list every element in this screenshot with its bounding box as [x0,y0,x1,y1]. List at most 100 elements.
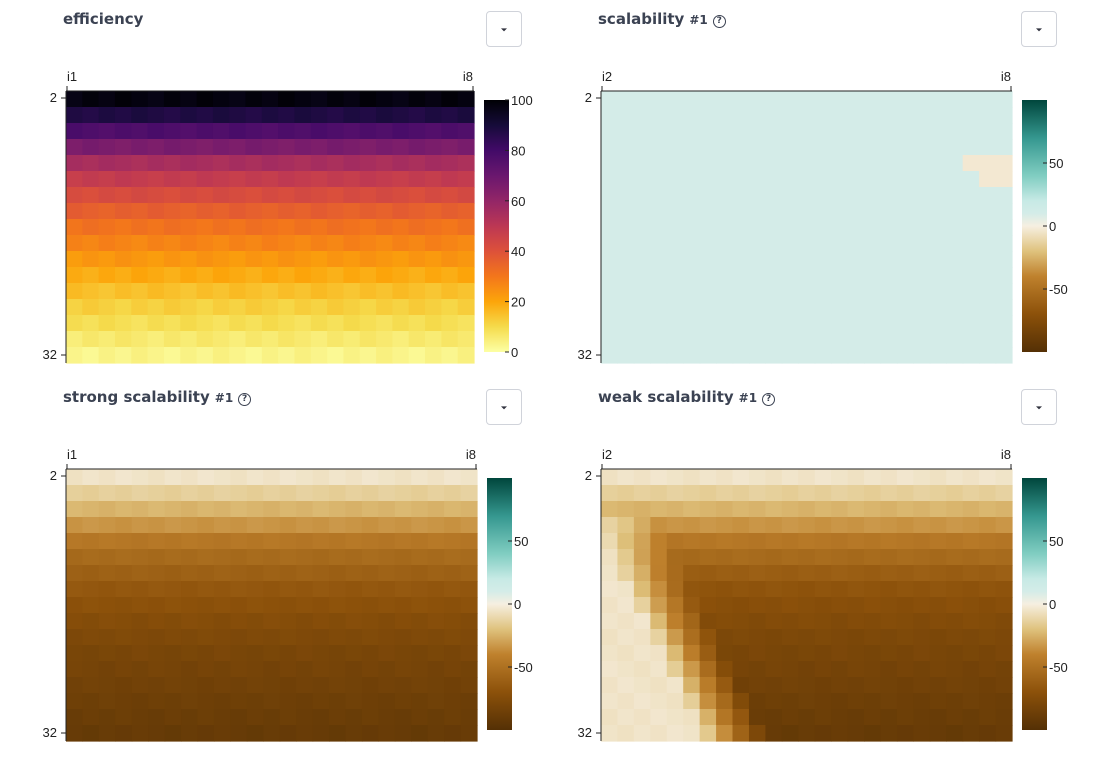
heatmap-cell [601,91,619,108]
chart-menu-button[interactable] [1021,11,1057,47]
heatmap-cell [310,219,328,236]
heatmap-cell [376,123,393,140]
heatmap-cell [995,725,1013,742]
heatmap-cell [457,155,475,172]
heatmap-cell [732,331,750,348]
help-icon[interactable]: ? [238,393,252,406]
heatmap-cell [343,171,361,188]
heatmap-cell [929,629,947,646]
heatmap-cell [831,299,849,316]
heatmap-cell [716,171,734,188]
heatmap-cell [261,267,279,284]
heatmap-cell [213,693,231,710]
heatmap-cell [831,613,849,630]
heatmap-cell [196,123,214,140]
heatmap-cell [633,597,651,614]
heatmap-cell [601,661,619,678]
heatmap-cell [359,139,377,156]
colorbar-tick-label: 50 [1049,156,1063,171]
heatmap-cell [327,139,345,156]
heatmap-cell [683,219,701,236]
heatmap-cell [847,315,865,332]
heatmap-cell [98,347,116,364]
heatmap-cell [66,123,83,140]
heatmap-cell [946,315,964,332]
heatmap-cell [847,725,865,742]
heatmap-cell [962,517,980,534]
heatmap-cell [716,331,734,348]
chart-menu-button[interactable] [486,11,522,47]
heatmap-cell [748,501,766,518]
heatmap-cell [376,251,393,268]
heatmap-cell [261,315,279,332]
heatmap-cell [131,501,149,518]
heatmap-cell [946,709,964,726]
heatmap-cell [880,709,898,726]
run-tag: #1 [689,13,708,27]
heatmap-cell [66,267,83,284]
heatmap-cell [441,331,459,348]
heatmap-cell [164,613,182,630]
heatmap-cell [683,517,701,534]
heatmap-cell [394,677,412,694]
heatmap-cell [798,501,816,518]
heatmap-cell [376,331,393,348]
heatmap-cell [246,549,264,566]
heatmap-cell [666,251,684,268]
heatmap-cell [831,283,849,300]
heatmap-cell [748,469,766,486]
heatmap-cell [716,613,734,630]
heatmap-cell [460,597,478,614]
x-tick-label: i2 [602,69,612,84]
heatmap-cell [979,565,997,582]
heatmap-cell [617,203,635,220]
heatmap-cell [765,485,783,502]
heatmap-cell [716,139,734,156]
heatmap-cell [329,549,347,566]
heatmap-cell [962,725,980,742]
heatmap-cell [732,485,750,502]
heatmap-cell [394,517,412,534]
heatmap-cell [831,469,849,486]
heatmap-cell [327,91,345,108]
heatmap-cell [650,139,668,156]
heatmap-cell [650,677,668,694]
heatmap-cell [197,613,215,630]
heatmap-cell [847,171,865,188]
help-icon[interactable]: ? [712,15,726,28]
heatmap-cell [181,725,199,742]
heatmap-cell [329,725,347,742]
heatmap-cell [896,315,914,332]
heatmap-cell [394,693,412,710]
heatmap-cell [880,315,898,332]
heatmap-cell [263,517,281,534]
heatmap-cell [163,347,181,364]
help-icon[interactable]: ? [762,393,776,406]
heatmap-cell [716,107,734,124]
chart-menu-button[interactable] [486,389,522,425]
heatmap-cell [98,331,116,348]
heatmap-cell [633,187,651,204]
heatmap-cell [246,677,264,694]
heatmap-cell [946,155,964,172]
heatmap-cell [962,549,980,566]
heatmap-cell [327,219,345,236]
heatmap-cell [408,251,426,268]
heatmap-cell [444,661,462,678]
heatmap-cell [880,171,898,188]
heatmap-cell [181,693,199,710]
heatmap-cell [131,107,149,124]
heatmap-cell [361,709,379,726]
heatmap-cell [732,347,750,364]
heatmap-cell [212,107,230,124]
heatmap-cell [164,709,182,726]
chart-menu-button[interactable] [1021,389,1057,425]
heatmap-cell [633,517,651,534]
heatmap-cell [245,107,263,124]
heatmap-cell [441,219,459,236]
heatmap-cell [699,549,717,566]
heatmap-cell [962,629,980,646]
heatmap-cell [979,123,997,140]
heatmap-cell [748,347,766,364]
heatmap-cell [312,533,330,550]
